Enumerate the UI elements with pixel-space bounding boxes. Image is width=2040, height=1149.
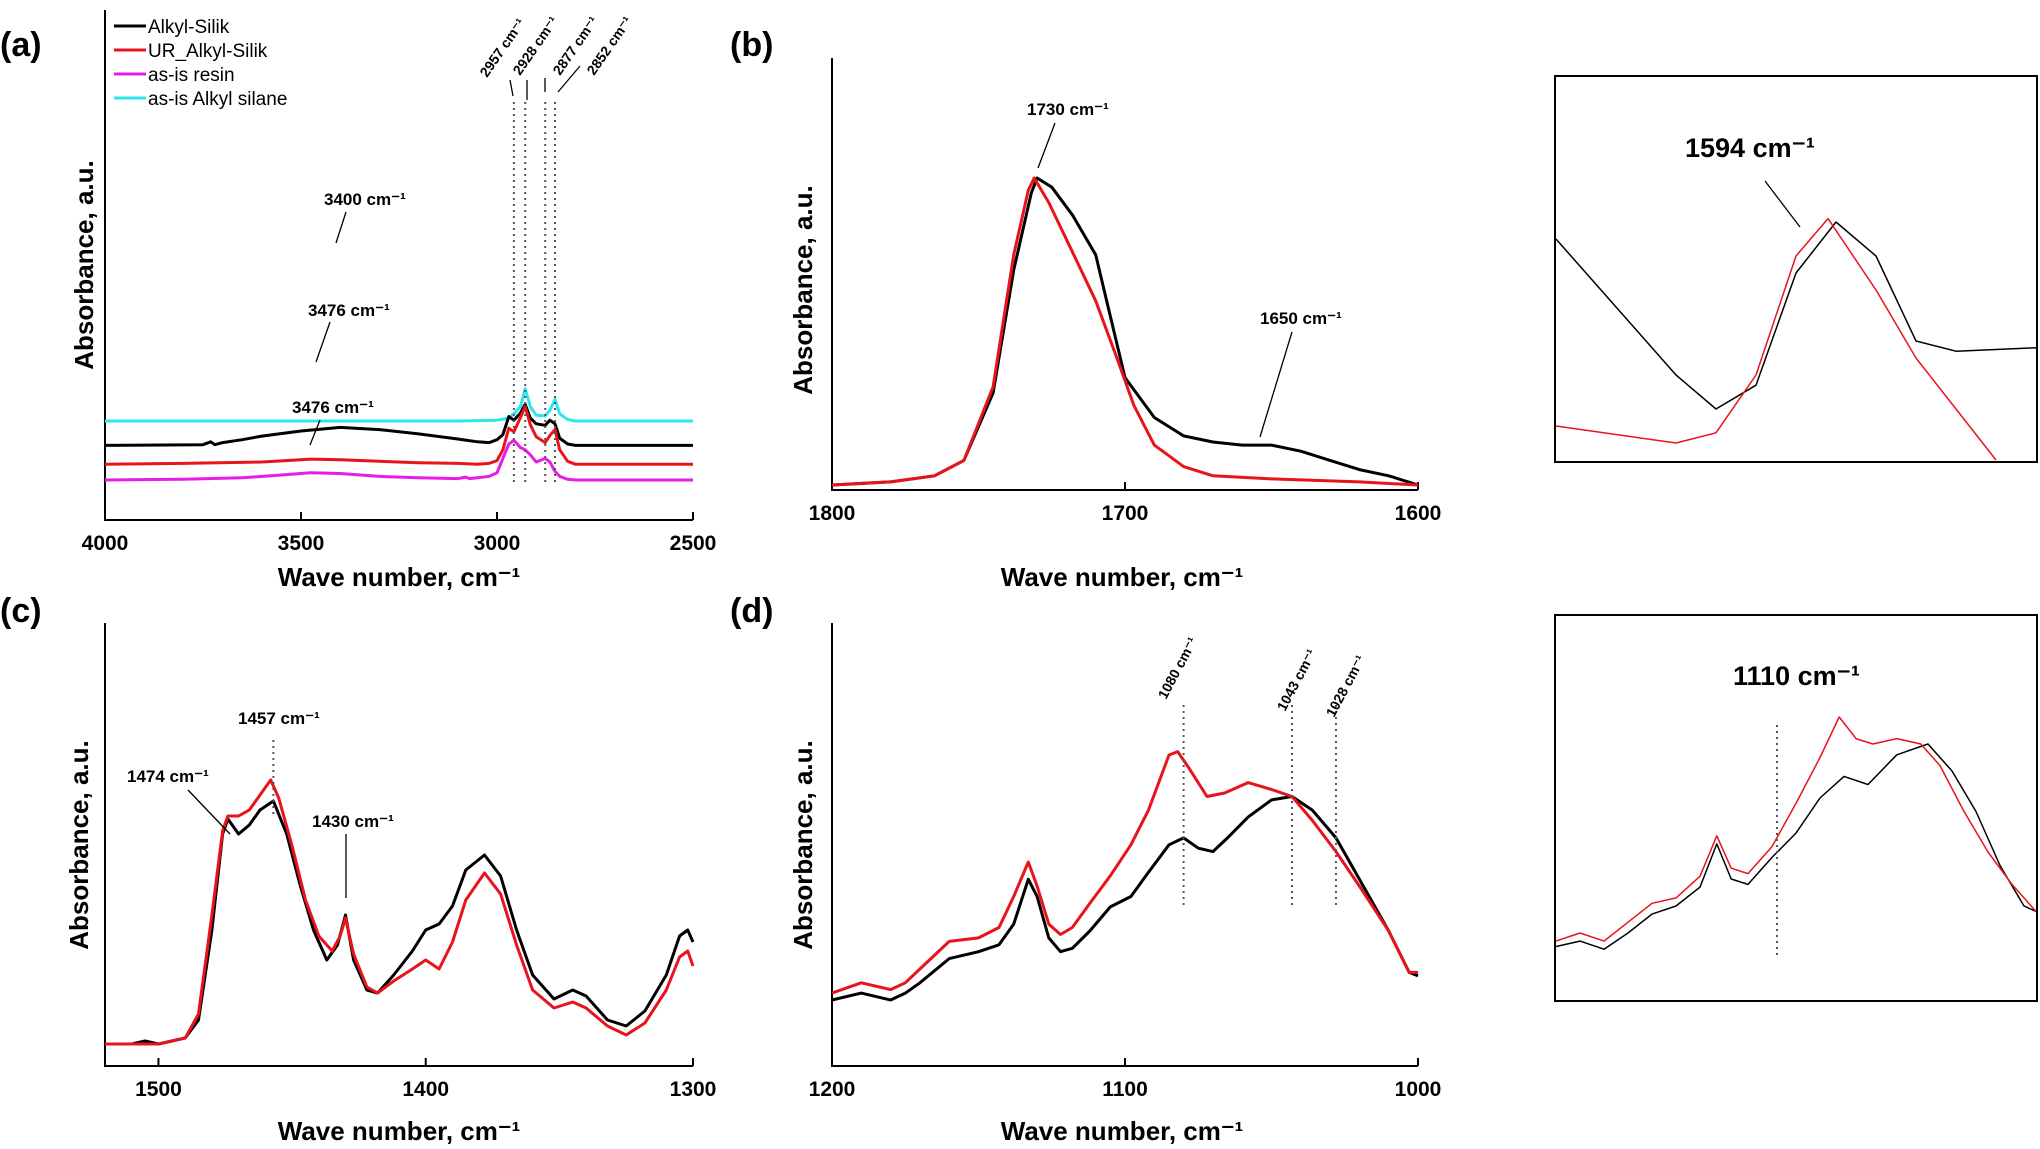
panel-c-annot-1474: 1474 cm⁻¹ (127, 767, 209, 786)
tick-label-a-4000: 4000 (82, 532, 129, 555)
series-b-ur-alkyl-silik (831, 176, 1419, 487)
panel-d-label: (d) (730, 592, 773, 630)
legend-item-alkyl-silik: Alkyl-Silik (148, 17, 230, 38)
panel-d-ylabel: Absorbance, a.u. (788, 740, 818, 950)
panel-b-leader-1730 (1037, 122, 1056, 169)
panel-a-leader-3476-ur (315, 321, 331, 363)
panel-a-ylabel: Absorbance, a.u. (69, 160, 99, 370)
series-c-ur-alkyl-silik (105, 778, 695, 1046)
panel-a-leader-3400 (335, 211, 347, 244)
tick-label-d-1000: 1000 (1395, 1078, 1442, 1101)
panel-a-legend: Alkyl-Silik UR_Alkyl-Silik as-is resin a… (114, 17, 287, 110)
panel-c-label: (c) (0, 592, 42, 630)
inset-d-title: 1110 cm⁻¹ (1733, 661, 1860, 691)
panel-c-annot-1457: 1457 cm⁻¹ (238, 709, 320, 728)
legend-item-as-is-alkyl-silane: as-is Alkyl silane (148, 89, 287, 110)
series-d-ur-alkyl-silik (831, 750, 1418, 995)
panel-a-label: (a) (0, 26, 42, 64)
series-d-inset-ur-alkyl-silik (1556, 716, 2036, 942)
panel-b-annot-1650: 1650 cm⁻¹ (1260, 309, 1342, 328)
inset-b: 1594 cm⁻¹ (1554, 75, 2038, 463)
tick-label-a-3500: 3500 (278, 532, 325, 555)
series-a-as-is-resin (104, 438, 693, 482)
panel-c-ylabel: Absorbance, a.u. (64, 740, 94, 950)
panel-a-annot-3476-ur: 3476 cm⁻¹ (308, 301, 390, 320)
panel-d-annot-1028: 1028 cm⁻¹ (1323, 652, 1369, 719)
legend-item-as-is-resin: as-is resin (148, 65, 235, 86)
panel-c-xlabel: Wave number, cm⁻¹ (278, 1116, 521, 1146)
series-c-alkyl-silik (105, 799, 695, 1046)
inset-d: 1110 cm⁻¹ (1554, 614, 2038, 1002)
series-d-alkyl-silik (831, 795, 1419, 1002)
inset-b-frame (1554, 75, 2038, 463)
series-b-inset-ur-alkyl-silik (1556, 217, 1997, 461)
panel-c-annot-1430: 1430 cm⁻¹ (312, 812, 394, 831)
panel-d-annot-1043: 1043 cm⁻¹ (1274, 646, 1320, 713)
panel-b-annot-1730: 1730 cm⁻¹ (1027, 100, 1109, 119)
series-d-inset-alkyl-silik (1556, 743, 2036, 950)
tick-label-b-1700: 1700 (1102, 502, 1149, 525)
panel-b-label: (b) (730, 26, 773, 64)
legend-item-ur-alkyl-silik: UR_Alkyl-Silik (148, 41, 268, 62)
panel-c-leader-1474 (187, 789, 231, 835)
panel-a-annot-3476-resin: 3476 cm⁻¹ (292, 398, 374, 417)
series-a-alkyl-silik (104, 402, 693, 447)
tick-label-c-1500: 1500 (135, 1078, 182, 1101)
series-b-inset-alkyl-silik (1556, 221, 2036, 410)
panel-d-xlabel: Wave number, cm⁻¹ (1001, 1116, 1244, 1146)
panel-b-xlabel: Wave number, cm⁻¹ (1001, 562, 1244, 592)
panel-a-xlabel: Wave number, cm⁻¹ (278, 562, 521, 592)
tick-label-c-1400: 1400 (402, 1078, 449, 1101)
panel-a-leader-3476-resin (309, 419, 321, 446)
panel-a: (a) 4000 3500 3000 2500 Wave number, cm⁻¹ A… (0, 10, 716, 592)
series-a-as-is-alkyl-silane (105, 387, 693, 423)
tick-label-b-1800: 1800 (809, 502, 856, 525)
tick-label-d-1200: 1200 (809, 1078, 856, 1101)
series-b-alkyl-silik (831, 176, 1419, 487)
panel-b-axes (831, 58, 1418, 491)
panel-a-leader-2852 (557, 65, 581, 93)
inset-b-title: 1594 cm⁻¹ (1685, 133, 1815, 163)
panel-d-annot-1080: 1080 cm⁻¹ (1155, 634, 1201, 701)
inset-d-frame (1554, 614, 2038, 1002)
inset-b-leader (1764, 180, 1801, 228)
tick-label-a-2500: 2500 (670, 532, 717, 555)
series-a-ur-alkyl-silik (104, 405, 693, 466)
tick-label-a-3000: 3000 (474, 532, 521, 555)
panel-c: (c) 1500 1400 1300 Wave number, cm⁻¹ Absor… (0, 592, 716, 1146)
tick-label-c-1300: 1300 (670, 1078, 717, 1101)
panel-a-leader-2957 (509, 79, 514, 97)
panel-b-ylabel: Absorbance, a.u. (788, 185, 818, 395)
panel-d: (d) 1200 1100 1000 Wave number, cm⁻¹ Absor… (730, 592, 1441, 1146)
panel-c-axes (104, 623, 693, 1067)
tick-label-d-1100: 1100 (1102, 1078, 1148, 1101)
panel-b-leader-1650 (1259, 331, 1293, 438)
tick-label-b-1600: 1600 (1395, 502, 1442, 525)
panel-a-annot-3400: 3400 cm⁻¹ (324, 190, 406, 209)
panel-b: (b) 1800 1700 1600 Wave number, cm⁻¹ Absor… (730, 26, 1441, 592)
